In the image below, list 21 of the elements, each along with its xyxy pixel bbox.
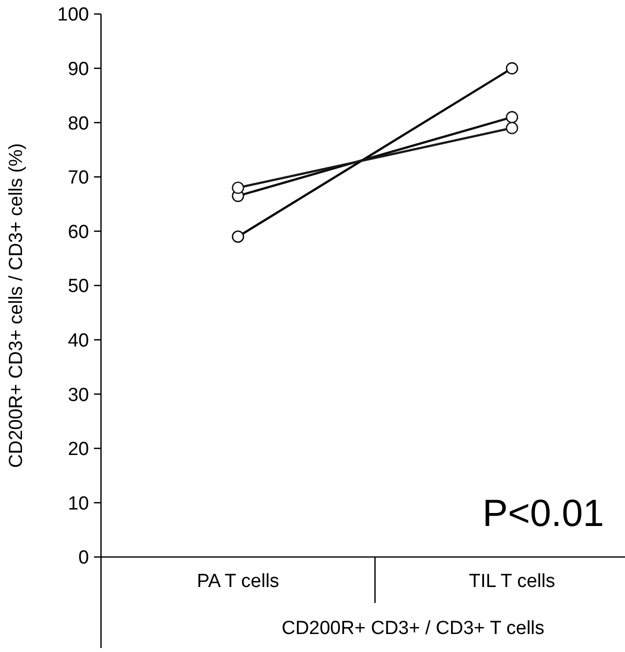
point	[506, 111, 518, 124]
y-tick-label: 80	[68, 113, 89, 134]
y-tick-label: 30	[68, 384, 89, 406]
y-tick-label: 60	[68, 222, 89, 243]
x-tick-label: TIL T cells	[468, 571, 556, 592]
y-tick-label: 50	[68, 276, 89, 298]
point	[506, 62, 518, 74]
point	[232, 182, 244, 194]
point	[506, 122, 518, 134]
y-tick-label: 90	[68, 58, 89, 80]
y-tick-label: 0	[78, 548, 89, 569]
y-tick-label: 70	[68, 168, 89, 189]
x-axis-title: CD200R+ CD3+ / CD3+ T cells	[282, 618, 544, 639]
point	[232, 230, 244, 243]
y-tick-label: 10	[68, 493, 89, 514]
y-tick-label: 20	[68, 439, 89, 460]
y-tick-label: 40	[68, 330, 89, 352]
y-axis-title: CD200R+ CD3+ cells / CD3+ cells (%)	[6, 143, 27, 468]
annotation: P<0.01	[482, 493, 604, 535]
y-tick-label: 100	[57, 4, 89, 26]
x-tick-label: PA T cells	[196, 571, 280, 592]
